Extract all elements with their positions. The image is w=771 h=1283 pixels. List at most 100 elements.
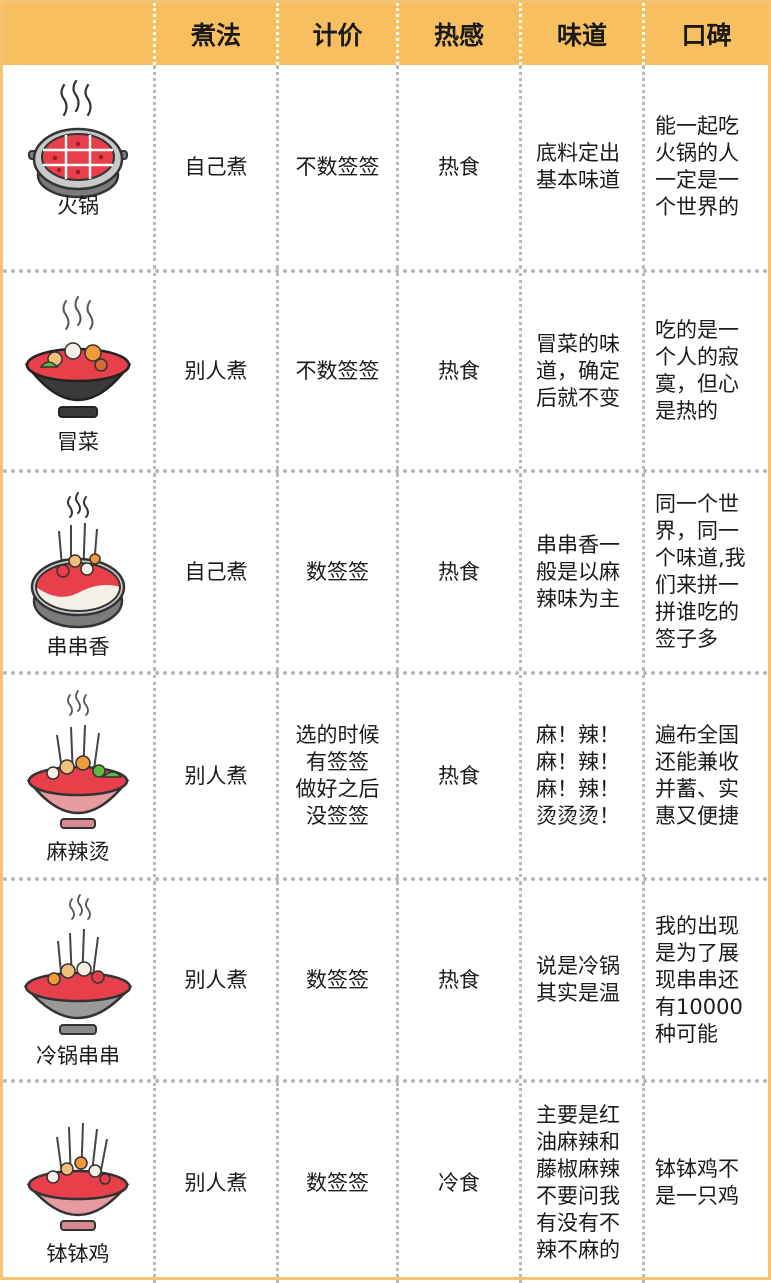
review-line: 惠又便捷	[655, 804, 739, 828]
taste-line: 麻！辣！	[536, 723, 620, 747]
dish-name: 麻辣烫	[47, 840, 110, 863]
taste-line: 道，确定	[536, 358, 620, 383]
review-line: 现串串还	[655, 967, 739, 992]
dish-cell: 钵钵鸡	[3, 1083, 153, 1283]
review-line: 个世界的	[655, 195, 739, 219]
maocai-bowl-icon: 冒菜	[24, 296, 132, 454]
review-line: 能一起吃	[655, 114, 739, 138]
dish-cell: 串串香	[3, 473, 153, 671]
review-line: 是热的	[655, 399, 718, 423]
review-cell: 能一起吃 火锅的人 一定是一 个世界的	[642, 65, 768, 269]
taste-line: 麻！辣！	[536, 777, 620, 801]
taste-line: 冒菜的味	[536, 331, 620, 356]
taste-cell: 麻！辣！ 麻！辣！ 麻！辣！ 烫烫烫！	[519, 675, 642, 877]
review-line: 们来拼一	[655, 573, 739, 597]
header-dish	[3, 3, 153, 65]
review-line: 寞，但心	[655, 372, 739, 396]
review-line: 钵钵鸡不	[655, 1157, 739, 1181]
price-cell: 选的时候 有签签 做好之后 没签签	[276, 675, 396, 877]
method-cell: 自己煮	[153, 65, 276, 269]
taste-line: 有没有不	[536, 1211, 620, 1235]
dish-name: 串串香	[47, 635, 110, 659]
taste-line: 不要问我	[536, 1184, 620, 1208]
review-line: 界，同一	[655, 519, 739, 543]
bobo-chicken-bowl-icon: 钵钵鸡	[26, 1122, 130, 1266]
price-line: 没签签	[306, 804, 369, 828]
taste-line: 说是冷锅	[536, 954, 620, 978]
dish-name: 冷锅串串	[36, 1044, 120, 1067]
price-line: 选的时候	[295, 723, 380, 747]
review-line: 个人的寂	[655, 345, 739, 369]
taste-cell: 串串香一 般是以麻 辣味为主	[519, 473, 642, 671]
review-line: 还能兼收	[655, 750, 739, 774]
heat-cell: 热食	[396, 675, 519, 877]
review-line: 一定是一	[655, 168, 739, 192]
dish-cell: 冷锅串串	[3, 881, 153, 1079]
header-method: 煮法	[153, 3, 276, 65]
hotpot-icon: 火锅	[28, 79, 128, 217]
price-line: 有签签	[306, 750, 369, 774]
review-line: 吃的是一	[655, 318, 739, 342]
price-cell: 数签签	[276, 473, 396, 671]
review-line: 个味道,我	[655, 546, 746, 570]
review-line: 并蓄、实	[655, 777, 739, 801]
taste-line: 辣不麻的	[536, 1238, 620, 1262]
review-line: 是一只鸡	[655, 1184, 739, 1208]
taste-line: 辣味为主	[536, 586, 620, 611]
taste-line: 其实是温	[536, 981, 620, 1005]
heat-cell: 热食	[396, 65, 519, 269]
malatang-bowl-icon: 麻辣烫	[26, 690, 130, 863]
price-cell: 数签签	[276, 881, 396, 1079]
header-price: 计价	[276, 3, 396, 65]
taste-line: 基本味道	[536, 168, 620, 192]
table-row: 钵钵鸡 别人煮 数签签 冷食 主要是红 油麻辣和 藤椒麻辣 不要问我 有没有不 …	[3, 1079, 768, 1283]
review-line: 同一个世	[655, 492, 739, 516]
review-cell: 钵钵鸡不 是一只鸡	[642, 1083, 768, 1283]
price-cell: 数签签	[276, 1083, 396, 1283]
taste-line: 后就不变	[536, 385, 620, 410]
review-line: 有10000	[655, 994, 743, 1019]
taste-line: 底料定出	[536, 141, 620, 165]
dish-cell: 冒菜	[3, 273, 153, 469]
review-cell: 我的出现 是为了展 现串串还 有10000 种可能	[642, 881, 768, 1079]
chuanchuan-pot-icon: 串串香	[30, 492, 126, 659]
header-taste: 味道	[519, 3, 642, 65]
method-cell: 别人煮	[153, 675, 276, 877]
taste-line: 串串香一	[536, 532, 620, 557]
table-row: 冷锅串串 别人煮 数签签 热食 说是冷锅 其实是温 我的出现 是为了展 现串串还…	[3, 877, 768, 1079]
review-line: 火锅的人	[655, 141, 739, 165]
header-heat: 热感	[396, 3, 519, 65]
cold-pot-skewers-icon: 冷锅串串	[23, 894, 133, 1067]
taste-line: 主要是红	[536, 1103, 620, 1127]
taste-line: 般是以麻	[536, 559, 620, 584]
dish-name: 冒菜	[57, 430, 99, 454]
table-body: 火锅 自己煮 不数签签 热食 底料定出 基本味道 能一起吃 火锅的人 一定是一 …	[3, 65, 768, 1283]
dish-cell: 麻辣烫	[3, 675, 153, 877]
method-cell: 别人煮	[153, 1083, 276, 1283]
table-row: 串串香 自己煮 数签签 热食 串串香一 般是以麻 辣味为主 同一个世 界，同一 …	[3, 469, 768, 671]
table-row: 麻辣烫 别人煮 选的时候 有签签 做好之后 没签签 热食 麻！辣！ 麻！辣！ 麻…	[3, 671, 768, 877]
review-line: 拼谁吃的	[655, 600, 739, 624]
dish-name: 火锅	[57, 194, 99, 217]
review-cell: 同一个世 界，同一 个味道,我 们来拼一 拼谁吃的 签子多	[642, 473, 768, 671]
table-header: 煮法 计价 热感 味道 口碑	[3, 3, 768, 65]
header-review: 口碑	[642, 3, 768, 65]
heat-cell: 热食	[396, 473, 519, 671]
review-line: 我的出现	[655, 913, 739, 938]
heat-cell: 冷食	[396, 1083, 519, 1283]
review-cell: 吃的是一 个人的寂 寞，但心 是热的	[642, 273, 768, 469]
taste-cell: 底料定出 基本味道	[519, 65, 642, 269]
price-line: 做好之后	[295, 777, 380, 801]
review-line: 签子多	[655, 627, 718, 651]
taste-cell: 说是冷锅 其实是温	[519, 881, 642, 1079]
taste-line: 烫烫烫！	[536, 804, 620, 828]
taste-cell: 主要是红 油麻辣和 藤椒麻辣 不要问我 有没有不 辣不麻的	[519, 1083, 642, 1283]
review-cell: 遍布全国 还能兼收 并蓄、实 惠又便捷	[642, 675, 768, 877]
dish-name: 钵钵鸡	[47, 1242, 110, 1266]
price-cell: 不数签签	[276, 273, 396, 469]
heat-cell: 热食	[396, 881, 519, 1079]
taste-line: 油麻辣和	[536, 1130, 620, 1154]
method-cell: 别人煮	[153, 881, 276, 1079]
method-cell: 别人煮	[153, 273, 276, 469]
